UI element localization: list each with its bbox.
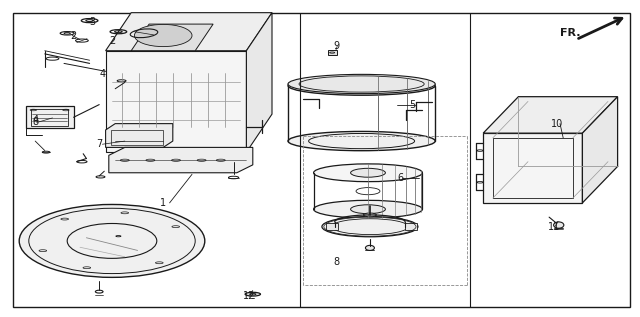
Bar bbox=[326, 223, 338, 230]
Text: 2: 2 bbox=[109, 36, 115, 46]
Polygon shape bbox=[131, 24, 213, 51]
Ellipse shape bbox=[351, 205, 385, 214]
Ellipse shape bbox=[322, 217, 418, 237]
Bar bbox=[405, 223, 417, 230]
Text: FR.: FR. bbox=[560, 28, 580, 38]
Ellipse shape bbox=[245, 292, 260, 296]
Text: 2: 2 bbox=[70, 31, 77, 42]
Ellipse shape bbox=[364, 213, 376, 217]
Text: 8: 8 bbox=[333, 256, 339, 267]
Text: 11: 11 bbox=[547, 222, 560, 232]
Ellipse shape bbox=[134, 24, 192, 47]
Text: 8: 8 bbox=[32, 117, 38, 127]
Text: 3: 3 bbox=[90, 17, 96, 27]
Ellipse shape bbox=[554, 222, 564, 228]
Ellipse shape bbox=[288, 74, 435, 94]
Text: 12: 12 bbox=[243, 291, 256, 301]
Ellipse shape bbox=[288, 132, 435, 151]
Ellipse shape bbox=[351, 168, 385, 177]
Ellipse shape bbox=[314, 164, 422, 182]
Polygon shape bbox=[106, 124, 173, 147]
Text: 6: 6 bbox=[397, 172, 403, 183]
Ellipse shape bbox=[288, 76, 435, 95]
Bar bbox=[328, 50, 337, 55]
Bar bbox=[111, 130, 163, 145]
Ellipse shape bbox=[19, 204, 205, 277]
Text: 1: 1 bbox=[160, 198, 166, 208]
Polygon shape bbox=[106, 51, 246, 152]
Polygon shape bbox=[106, 13, 272, 51]
Polygon shape bbox=[109, 147, 253, 173]
Bar bbox=[493, 138, 573, 198]
Bar bbox=[26, 106, 74, 128]
Text: 4: 4 bbox=[99, 69, 106, 80]
Text: 10: 10 bbox=[550, 119, 563, 129]
Text: 5: 5 bbox=[410, 100, 416, 110]
Ellipse shape bbox=[365, 245, 374, 250]
Ellipse shape bbox=[314, 200, 422, 218]
Bar bbox=[31, 109, 68, 126]
Polygon shape bbox=[246, 13, 272, 152]
Text: 9: 9 bbox=[333, 41, 339, 51]
Polygon shape bbox=[582, 97, 618, 203]
Text: 7: 7 bbox=[96, 139, 102, 149]
Polygon shape bbox=[483, 97, 618, 133]
Text: 4: 4 bbox=[32, 115, 38, 126]
Polygon shape bbox=[483, 133, 582, 203]
